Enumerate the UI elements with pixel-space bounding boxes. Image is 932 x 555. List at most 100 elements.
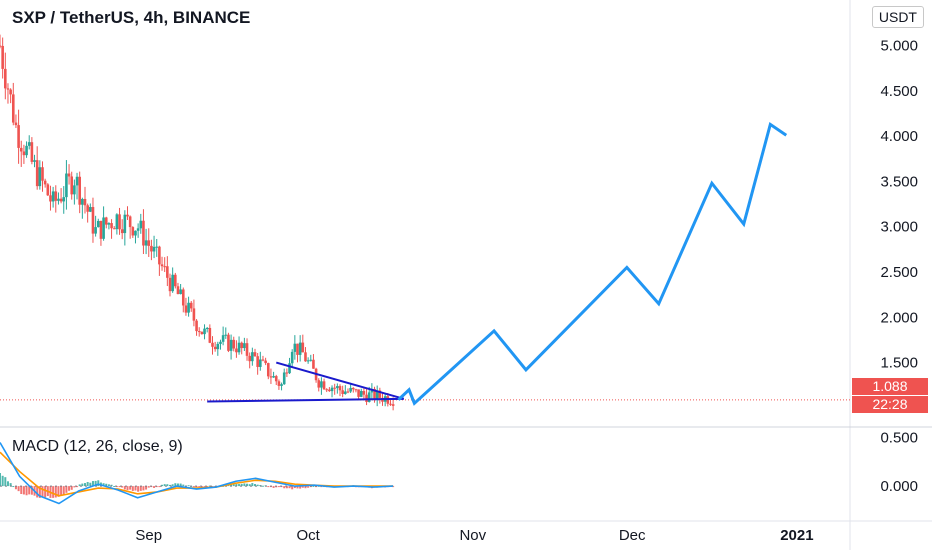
- candle-body: [33, 160, 36, 162]
- candle-body: [184, 305, 188, 313]
- candle-body: [65, 173, 68, 198]
- candle-body: [78, 176, 81, 205]
- candle-body: [259, 359, 262, 367]
- macd-histogram-bar: [235, 484, 238, 487]
- macd-histogram-bar: [142, 486, 145, 491]
- candle-body: [171, 274, 174, 292]
- y-tick-label: 1.500: [880, 355, 918, 372]
- candle-body: [253, 352, 257, 357]
- macd-histogram-bar: [208, 485, 211, 487]
- macd-histogram-bar: [182, 484, 185, 487]
- candle-body: [4, 68, 7, 89]
- macd-histogram-bar: [304, 486, 307, 489]
- candle-body: [197, 331, 201, 333]
- macd-histogram-bar: [126, 486, 129, 491]
- candle-body: [243, 343, 246, 349]
- candle-body: [94, 227, 97, 234]
- macd-y-tick-label: 0.500: [880, 430, 918, 447]
- candle-body: [107, 223, 111, 225]
- chart-title: SXP / TetherUS, 4h, BINANCE: [12, 8, 251, 27]
- triangle-trendline: [275, 361, 405, 400]
- candle-body: [290, 351, 294, 364]
- macd-histogram-bar: [243, 483, 246, 487]
- candle-body: [282, 372, 286, 385]
- macd-histogram-bar: [192, 486, 195, 488]
- candle-body: [200, 331, 204, 335]
- candle-body: [62, 197, 66, 202]
- candle-body: [288, 363, 291, 374]
- candle-body: [357, 389, 360, 397]
- candle-body: [168, 277, 172, 292]
- candle-body: [333, 387, 336, 389]
- macd-histogram-bar: [198, 486, 201, 488]
- candle-body: [269, 376, 273, 378]
- macd-histogram-bar: [227, 484, 230, 487]
- macd-histogram-bar: [102, 483, 105, 487]
- candle-body: [359, 391, 363, 397]
- candle-body: [256, 356, 259, 367]
- candle-body: [373, 388, 376, 400]
- candle-body: [237, 342, 241, 353]
- candle-body: [389, 403, 392, 405]
- macd-histogram-bar: [38, 486, 41, 498]
- candle-body: [367, 392, 371, 402]
- candle-body: [208, 327, 212, 343]
- macd-histogram-bar: [259, 485, 262, 487]
- candle-body: [49, 195, 52, 202]
- candle-body: [104, 217, 108, 225]
- candle-body: [320, 381, 323, 388]
- macd-histogram-bar: [174, 483, 177, 487]
- macd-histogram-bar: [145, 486, 148, 490]
- candle-body: [351, 387, 355, 390]
- candle-body: [25, 145, 28, 156]
- candle-body: [134, 230, 137, 236]
- macd-histogram-bar: [110, 484, 113, 487]
- macd-histogram-bar: [4, 477, 7, 487]
- candle-body: [57, 198, 60, 201]
- candle-body: [120, 229, 124, 234]
- candle-body: [354, 389, 358, 391]
- candle-body: [96, 220, 100, 228]
- triangle-trendline: [207, 397, 404, 403]
- candle-body: [261, 359, 265, 361]
- candle-body: [336, 386, 339, 389]
- candle-body: [126, 214, 129, 217]
- candle-body: [30, 142, 34, 162]
- currency-selector[interactable]: USDT: [871, 6, 924, 28]
- x-tick-label: 2021: [780, 527, 813, 544]
- macd-histogram-bar: [153, 486, 156, 488]
- candle-body: [152, 246, 156, 252]
- candle-body: [102, 217, 105, 239]
- y-tick-label: 4.500: [880, 83, 918, 100]
- candle-body: [181, 289, 185, 306]
- macd-histogram-bar: [0, 473, 1, 487]
- macd-histogram-bar: [6, 481, 9, 487]
- macd-histogram-bar: [65, 486, 68, 493]
- macd-histogram-bar: [139, 486, 142, 491]
- macd-histogram-bar: [171, 484, 174, 487]
- macd-histogram-bar: [60, 486, 63, 496]
- candle-body: [224, 334, 228, 336]
- candle-body: [1, 45, 4, 69]
- candle-body: [362, 391, 366, 395]
- candle-body: [81, 198, 84, 205]
- candle-body: [365, 394, 368, 402]
- candle-body: [309, 359, 313, 361]
- candle-body: [70, 176, 74, 195]
- macd-histogram-bar: [70, 486, 73, 490]
- candle-body: [229, 339, 233, 351]
- candle-body: [86, 205, 89, 212]
- macd-histogram-bar: [105, 483, 108, 487]
- candle-body: [344, 391, 347, 394]
- candle-body: [391, 404, 395, 406]
- macd-line: [0, 442, 394, 505]
- candle-body: [139, 220, 143, 229]
- macd-histogram-bar: [25, 486, 28, 496]
- candle-body: [158, 246, 161, 265]
- y-tick-label: 4.000: [880, 128, 918, 145]
- candle-body: [312, 359, 315, 369]
- macd-indicator-label[interactable]: MACD (12, 26, close, 9): [12, 438, 183, 455]
- candle-body: [221, 335, 225, 342]
